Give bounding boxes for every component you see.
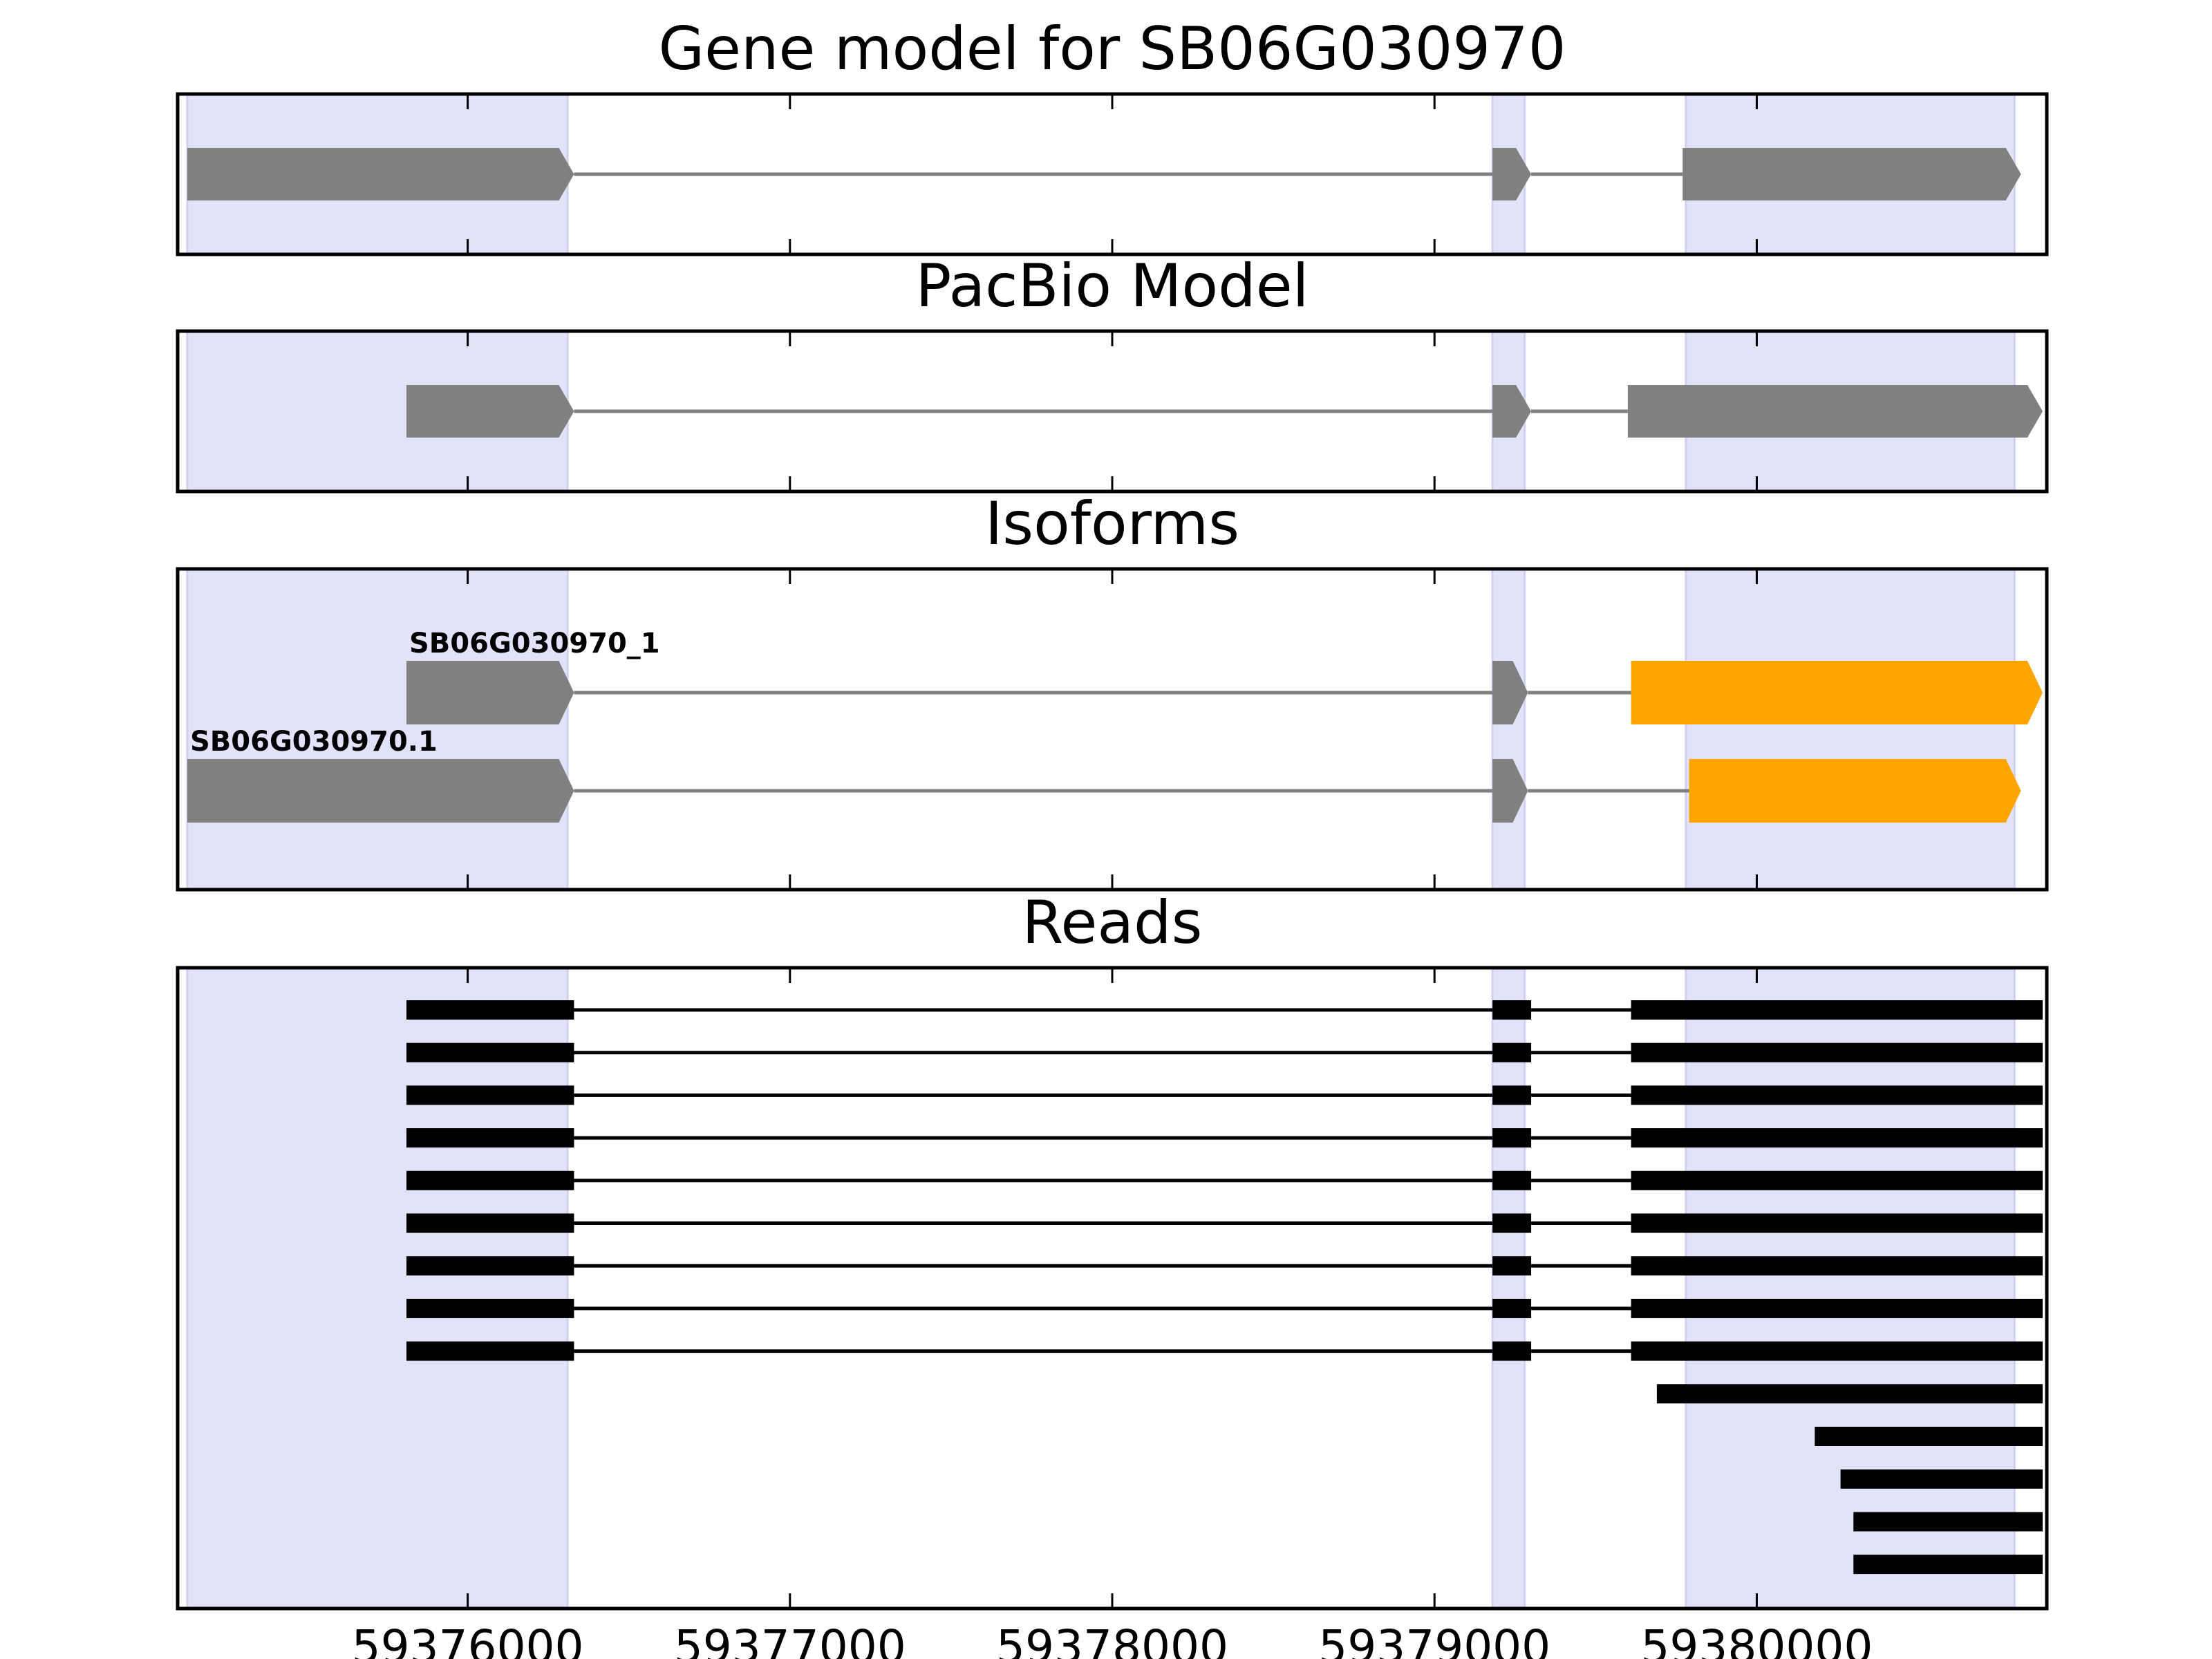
read-exon <box>1492 1213 1532 1233</box>
read-exon <box>1631 1085 2043 1105</box>
read-exon <box>406 1085 574 1105</box>
read-exon <box>406 1213 574 1233</box>
read-exon <box>1815 1427 2043 1446</box>
exon-arrow <box>1492 759 1528 823</box>
exon-arrow <box>187 148 574 200</box>
read-track <box>406 1170 2043 1190</box>
read-exon <box>406 1341 574 1361</box>
read-track <box>406 1042 2043 1062</box>
panel-title: Isoforms <box>985 489 1239 559</box>
exon-arrow <box>1683 148 2021 200</box>
exon-arrow <box>406 385 574 438</box>
exon-arrow <box>1492 385 1532 438</box>
read-exon <box>1631 1042 2043 1062</box>
read-exon <box>1492 1170 1532 1190</box>
read-exon <box>406 1042 574 1062</box>
panel-title: Gene model for SB06G030970 <box>659 15 1566 84</box>
read-exon <box>1631 1213 2043 1233</box>
read-track <box>406 1341 2043 1361</box>
chart-panels: Gene model for SB06G030970 PacBio Model Is… <box>176 15 2049 1611</box>
panel-0: Gene model for SB06G030970 <box>176 15 2049 256</box>
read-exon <box>406 1298 574 1318</box>
read-exon <box>1492 1042 1532 1062</box>
x-tick-label: 59376000 <box>352 1620 584 1659</box>
exon-arrow <box>1627 385 2043 438</box>
read-track <box>1815 1427 2043 1446</box>
read-exon <box>1492 1000 1532 1020</box>
read-exon <box>1631 1341 2043 1361</box>
x-tick-label: 59377000 <box>674 1620 906 1659</box>
x-tick-label: 59378000 <box>996 1620 1228 1659</box>
highlight-region <box>1491 966 1526 1610</box>
read-exon <box>1492 1256 1532 1276</box>
transcript-track <box>406 385 2043 438</box>
exon-arrow <box>187 759 574 823</box>
read-track <box>406 1298 2043 1318</box>
read-exon <box>1631 1256 2043 1276</box>
exon-arrow <box>1631 661 2043 724</box>
read-exon <box>1631 1000 2043 1020</box>
transcript-track: SB06G030970.1 <box>187 726 2021 823</box>
highlight-region <box>186 966 569 1610</box>
highlight-region <box>1685 966 2016 1610</box>
read-exon <box>1656 1384 2043 1404</box>
transcript-track: SB06G030970_1 <box>406 628 2043 724</box>
read-exon <box>1631 1170 2043 1190</box>
read-track <box>406 1085 2043 1105</box>
highlight-region <box>1685 568 2016 891</box>
read-exon <box>1492 1128 1532 1148</box>
read-track <box>1853 1512 2043 1532</box>
panel-frame <box>176 329 2049 494</box>
panel-title: PacBio Model <box>915 252 1309 321</box>
read-track <box>406 1256 2043 1276</box>
read-track <box>1656 1384 2043 1404</box>
read-exon <box>1631 1128 2043 1148</box>
read-track <box>1840 1469 2043 1489</box>
panel-frame <box>176 92 2049 256</box>
exon-arrow <box>406 661 574 724</box>
read-exon <box>1631 1298 2043 1318</box>
read-track <box>1853 1555 2043 1575</box>
read-exon <box>1840 1469 2043 1489</box>
read-exon <box>406 1128 574 1148</box>
read-exon <box>1853 1512 2043 1532</box>
read-exon <box>1492 1085 1532 1105</box>
read-track <box>406 1000 2043 1020</box>
x-tick-label: 59380000 <box>1640 1620 1873 1659</box>
x-tick-label: 59379000 <box>1318 1620 1550 1659</box>
highlight-region <box>1491 568 1526 891</box>
panel-2: Isoforms SB06G030970_1 SB06G030970.1 <box>176 489 2049 892</box>
panel-title: Reads <box>1022 888 1203 957</box>
read-exon <box>1853 1555 2043 1575</box>
x-axis: 59376000 59377000 59378000 59379000 59380000 <box>352 1620 1873 1659</box>
read-track <box>406 1213 2043 1233</box>
read-exon <box>1492 1341 1532 1361</box>
read-exon <box>1492 1298 1532 1318</box>
read-exon <box>406 1170 574 1190</box>
transcript-track <box>187 148 2021 200</box>
exon-arrow <box>1492 148 1532 200</box>
isoform-label: SB06G030970_1 <box>409 628 660 659</box>
exon-arrow <box>1689 759 2021 823</box>
panel-3: Reads <box>176 888 2049 1611</box>
panel-1: PacBio Model <box>176 252 2049 494</box>
read-exon <box>406 1000 574 1020</box>
exon-arrow <box>1492 661 1528 724</box>
panel-frame <box>176 966 2049 1611</box>
read-exon <box>406 1256 574 1276</box>
isoform-label: SB06G030970.1 <box>190 726 438 758</box>
panel-frame <box>176 567 2049 892</box>
read-track <box>406 1128 2043 1148</box>
